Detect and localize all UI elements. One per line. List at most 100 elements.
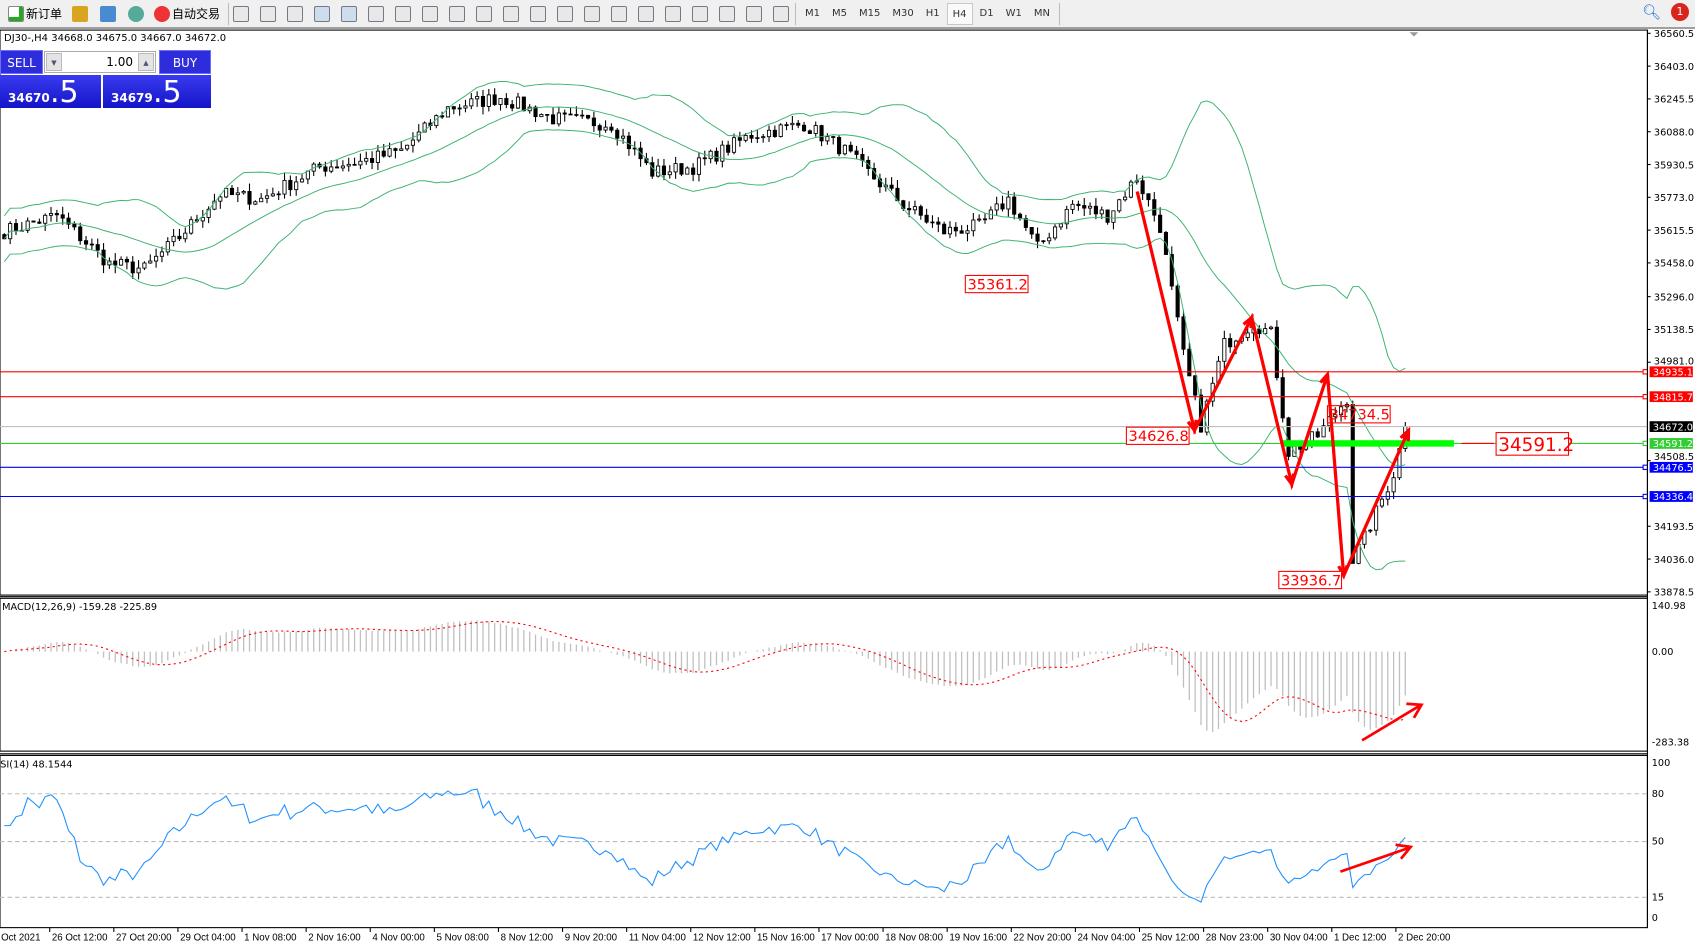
price-axis-label: 36088.0 (1654, 127, 1694, 138)
candle-bull (778, 124, 783, 137)
candle-bear (615, 129, 620, 139)
sell-price[interactable]: 34670.5 (0, 75, 101, 110)
auto-trading-button[interactable]: 自动交易 (150, 2, 224, 26)
candle-bull (463, 105, 468, 109)
candle-bull (825, 136, 830, 142)
time-axis-label: 28 Nov 23:00 (1206, 933, 1264, 944)
new-order-icon (8, 5, 24, 22)
candle-bear (1146, 193, 1151, 201)
candle-bull (842, 144, 847, 155)
line-chart-icon[interactable] (287, 5, 304, 22)
trendline-icon[interactable] (638, 5, 655, 22)
chart-area[interactable]: 34935.1 34815.7 34672.0 34591.2 34476.5 34336… (0, 29, 1695, 947)
auto-scroll-icon[interactable] (395, 5, 412, 22)
price-line-handle[interactable] (1642, 464, 1648, 471)
timeframe-mn[interactable]: MN (1033, 7, 1050, 19)
arrow-head-icon (1319, 370, 1331, 386)
price-line-handle[interactable] (1642, 440, 1648, 447)
buy-price[interactable]: 34679.5 (103, 75, 211, 110)
periods-icon[interactable] (476, 5, 493, 22)
candle-bear (247, 191, 252, 205)
templates-icon[interactable] (503, 5, 520, 22)
timeframe-h4[interactable]: H4 (946, 2, 973, 25)
chart-shift-marker[interactable] (1409, 32, 1419, 37)
price-tag (1649, 461, 1693, 473)
macd-axis-label: 0.00 (1652, 647, 1674, 658)
candle-bull (189, 219, 194, 234)
price-label-box[interactable] (964, 274, 1029, 294)
candle-bear (492, 94, 497, 105)
candle-bear (860, 153, 865, 161)
zigzag-drawing[interactable] (1135, 191, 1411, 577)
crosshair-icon[interactable] (557, 5, 574, 22)
timeframe-m30[interactable]: M30 (892, 7, 914, 19)
vertical-line-icon[interactable] (584, 5, 601, 22)
time-axis-label: 2 Nov 16:00 (308, 933, 361, 944)
candle-bear (1315, 431, 1320, 438)
candle-bull (556, 112, 561, 125)
tile-windows-icon[interactable] (368, 5, 385, 22)
time-axis-label: 9 Nov 20:00 (565, 933, 618, 944)
lot-size-input[interactable]: ▼ 1.00 ▲ (44, 51, 156, 73)
candle-bear (889, 184, 894, 189)
price-axis-label: 35615.5 (1654, 226, 1694, 237)
price-label-box[interactable] (1495, 432, 1570, 456)
lot-increase-button[interactable]: ▲ (138, 53, 154, 71)
cursor-icon[interactable] (530, 5, 547, 22)
timeframe-m5[interactable]: M5 (832, 7, 848, 19)
macd-trend-arrow[interactable] (1361, 704, 1421, 742)
indicators-icon[interactable] (449, 5, 466, 22)
support-zone[interactable] (1280, 440, 1454, 447)
candle-bull (1070, 203, 1075, 210)
candlestick-icon[interactable] (260, 5, 277, 22)
buy-button[interactable]: BUY (159, 50, 211, 74)
price-line-handle[interactable] (1642, 493, 1648, 500)
sell-button[interactable]: SELL (0, 50, 43, 74)
time-axis-label: Oct 2021 (1, 933, 40, 944)
candle-bull (282, 179, 287, 195)
candle-bear (609, 126, 614, 131)
candle-bear (580, 114, 585, 117)
rsi-trend-arrow[interactable] (1339, 846, 1409, 873)
price-label-box[interactable] (1125, 426, 1190, 445)
navigator-icon[interactable] (100, 5, 117, 22)
candle-bear (1093, 205, 1098, 215)
arrow-head-icon (1284, 473, 1296, 489)
chart-shift-icon[interactable] (422, 5, 439, 22)
price-axis-label: 35458.0 (1654, 259, 1694, 270)
time-axis-label: 11 Nov 04:00 (629, 933, 687, 944)
ask-price-pip: .5 (153, 75, 182, 110)
timeframe-m15[interactable]: M15 (859, 7, 881, 19)
lot-decrease-button[interactable]: ▼ (46, 53, 62, 71)
price-line-handle[interactable] (1642, 393, 1648, 400)
candle-bear (13, 223, 19, 232)
timeframe-d1[interactable]: D1 (979, 7, 994, 19)
zoom-out-icon[interactable] (341, 5, 358, 22)
notification-badge[interactable]: 1 (1671, 3, 1689, 21)
price-label-box[interactable] (1278, 570, 1343, 590)
separator (795, 2, 797, 25)
text-label-icon[interactable] (746, 5, 763, 22)
candle-bull (1263, 328, 1268, 335)
fibonacci-icon[interactable] (692, 5, 709, 22)
price-line-handle[interactable] (1642, 369, 1648, 375)
market-watch-icon[interactable] (72, 5, 89, 22)
timeframe-m1[interactable]: M1 (805, 7, 821, 19)
candle-bull (667, 171, 672, 176)
timeframe-w1[interactable]: W1 (1005, 7, 1022, 19)
text-icon[interactable] (719, 5, 736, 22)
signals-icon[interactable] (128, 5, 145, 22)
price-tag-label: 34591.2 (1653, 439, 1693, 450)
timeframe-h1[interactable]: H1 (925, 7, 940, 19)
new-order-button[interactable]: 新订单 (4, 2, 66, 26)
arrows-icon[interactable] (773, 5, 790, 22)
equidistant-channel-icon[interactable] (665, 5, 682, 22)
horizontal-line-icon[interactable] (611, 5, 628, 22)
zoom-in-icon[interactable] (314, 5, 331, 22)
price-label-box[interactable] (1326, 405, 1391, 424)
candle-bull (270, 193, 275, 197)
bar-chart-icon[interactable] (233, 5, 250, 22)
search-icon[interactable]: 🔍︎ (1641, 3, 1661, 21)
main-pane (0, 29, 1648, 596)
price-tag (1649, 391, 1693, 403)
